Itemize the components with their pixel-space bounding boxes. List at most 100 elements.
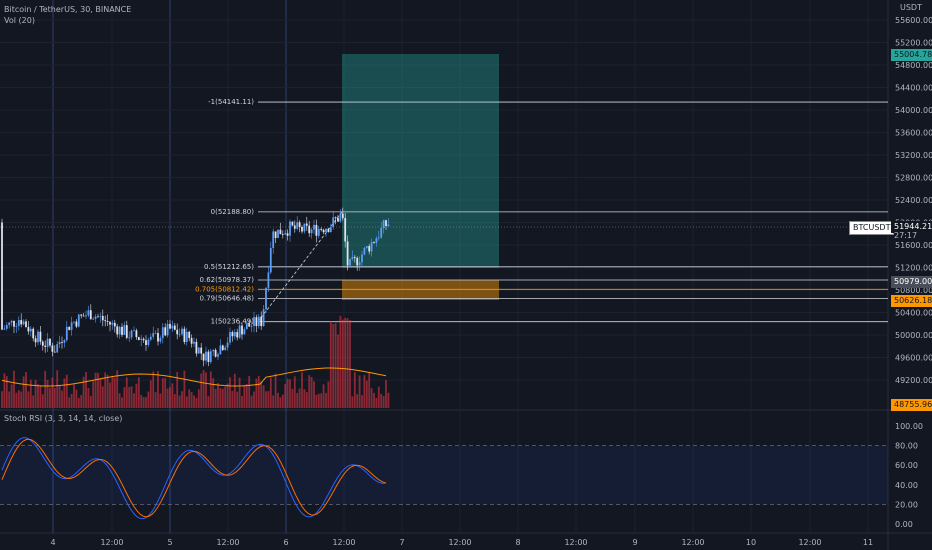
volume-bar xyxy=(171,383,174,408)
candle-body xyxy=(310,229,313,234)
volume-bar xyxy=(260,381,263,408)
volume-bar xyxy=(80,394,83,408)
candle-body xyxy=(178,334,181,335)
volume-bar xyxy=(322,384,325,408)
volume-bar xyxy=(241,396,243,408)
candle-body xyxy=(85,315,87,317)
price-tick-label: 51200.00 xyxy=(895,264,932,273)
volume-bar xyxy=(313,381,315,408)
candle-body xyxy=(248,323,251,327)
candle-body xyxy=(363,247,366,255)
volume-bar xyxy=(315,394,318,408)
candle-body xyxy=(351,256,354,259)
candle-body xyxy=(137,337,140,340)
price-tick-label: 49200.00 xyxy=(895,376,932,385)
volume-bar xyxy=(248,375,251,408)
candle-body xyxy=(190,338,193,344)
candle-body xyxy=(226,342,229,348)
volume-bar xyxy=(137,377,140,408)
volume-bar xyxy=(130,386,133,408)
candle-body xyxy=(92,318,95,320)
volume-bar xyxy=(166,388,169,408)
volume-bar xyxy=(387,392,390,408)
volume-bar xyxy=(305,392,308,408)
candle-body xyxy=(169,323,171,329)
candle-body xyxy=(121,326,123,335)
candle-body xyxy=(221,345,224,351)
volume-bar xyxy=(214,388,217,408)
volume-bar xyxy=(243,385,246,408)
volume-bar xyxy=(145,397,147,408)
volume-bar xyxy=(200,373,203,408)
volume-bar xyxy=(245,384,248,408)
fib-level-label: 1(50236.49) xyxy=(211,318,255,326)
time-tick-label: 12:00 xyxy=(564,538,587,547)
candle-body xyxy=(32,328,35,339)
volume-bar xyxy=(329,321,332,408)
candle-body xyxy=(353,256,356,258)
volume-bar xyxy=(183,370,186,408)
volume-indicator-label: Vol (20) xyxy=(4,16,35,25)
volume-bar xyxy=(133,393,135,408)
volume-bar xyxy=(178,395,181,408)
volume-bar xyxy=(284,384,287,408)
candle-body xyxy=(118,326,121,335)
price-tick-label: 55200.00 xyxy=(895,39,932,48)
candle-body xyxy=(183,328,186,343)
candle-body xyxy=(219,345,222,355)
volume-bar xyxy=(370,388,373,408)
candle-body xyxy=(22,321,25,325)
fib-level-label: 0.79(50646.48) xyxy=(200,295,255,303)
time-tick-label: 12:00 xyxy=(448,538,471,547)
candle-body xyxy=(157,333,159,342)
candle-body xyxy=(358,262,361,266)
candle-body xyxy=(356,257,359,266)
candle-body xyxy=(236,332,239,338)
volume-bar xyxy=(279,397,282,408)
candle-body xyxy=(365,246,368,248)
candle-body xyxy=(207,351,210,362)
volume-bar xyxy=(341,319,344,408)
volume-bar xyxy=(118,393,121,408)
candle-body xyxy=(29,328,32,332)
time-tick-label: 12:00 xyxy=(216,538,239,547)
volume-bar xyxy=(75,389,78,408)
stoch-tick-label: 0.00 xyxy=(895,520,913,529)
volume-bar xyxy=(238,377,241,408)
volume-bar xyxy=(368,372,371,408)
fib-level-label: -1(54141.11) xyxy=(208,98,254,106)
candle-body xyxy=(166,323,169,336)
candle-body xyxy=(334,217,337,219)
stoch-tick-label: 100.00 xyxy=(895,422,923,431)
volume-bar xyxy=(68,397,71,408)
candle-body xyxy=(380,227,383,238)
volume-bar xyxy=(332,323,335,408)
candle-body xyxy=(106,321,109,322)
candle-body xyxy=(262,309,265,327)
volume-bar xyxy=(358,375,361,408)
candle-body xyxy=(291,221,294,226)
volume-bar xyxy=(269,377,272,408)
candle-body xyxy=(89,310,92,320)
time-tick-label: 12:00 xyxy=(798,538,821,547)
time-tick-label: 6 xyxy=(283,538,288,547)
volume-bar xyxy=(104,372,107,408)
volume-bar xyxy=(53,387,56,408)
candle-body xyxy=(41,341,44,346)
candle-body xyxy=(320,228,323,230)
volume-bar xyxy=(197,389,200,408)
candle-body xyxy=(349,258,351,266)
time-tick-label: 8 xyxy=(515,538,520,547)
candle-body xyxy=(87,310,90,316)
candle-body xyxy=(293,225,296,229)
candle-body xyxy=(260,316,263,327)
currency-label: USDT xyxy=(900,3,922,12)
volume-bar xyxy=(310,376,313,408)
volume-bar xyxy=(159,393,162,408)
symbol-title: Bitcoin / TetherUS, 30, BINANCE xyxy=(4,5,132,14)
candle-body xyxy=(327,228,330,233)
volume-bar xyxy=(293,376,296,408)
candle-body xyxy=(154,333,157,334)
candle-body xyxy=(202,353,205,361)
